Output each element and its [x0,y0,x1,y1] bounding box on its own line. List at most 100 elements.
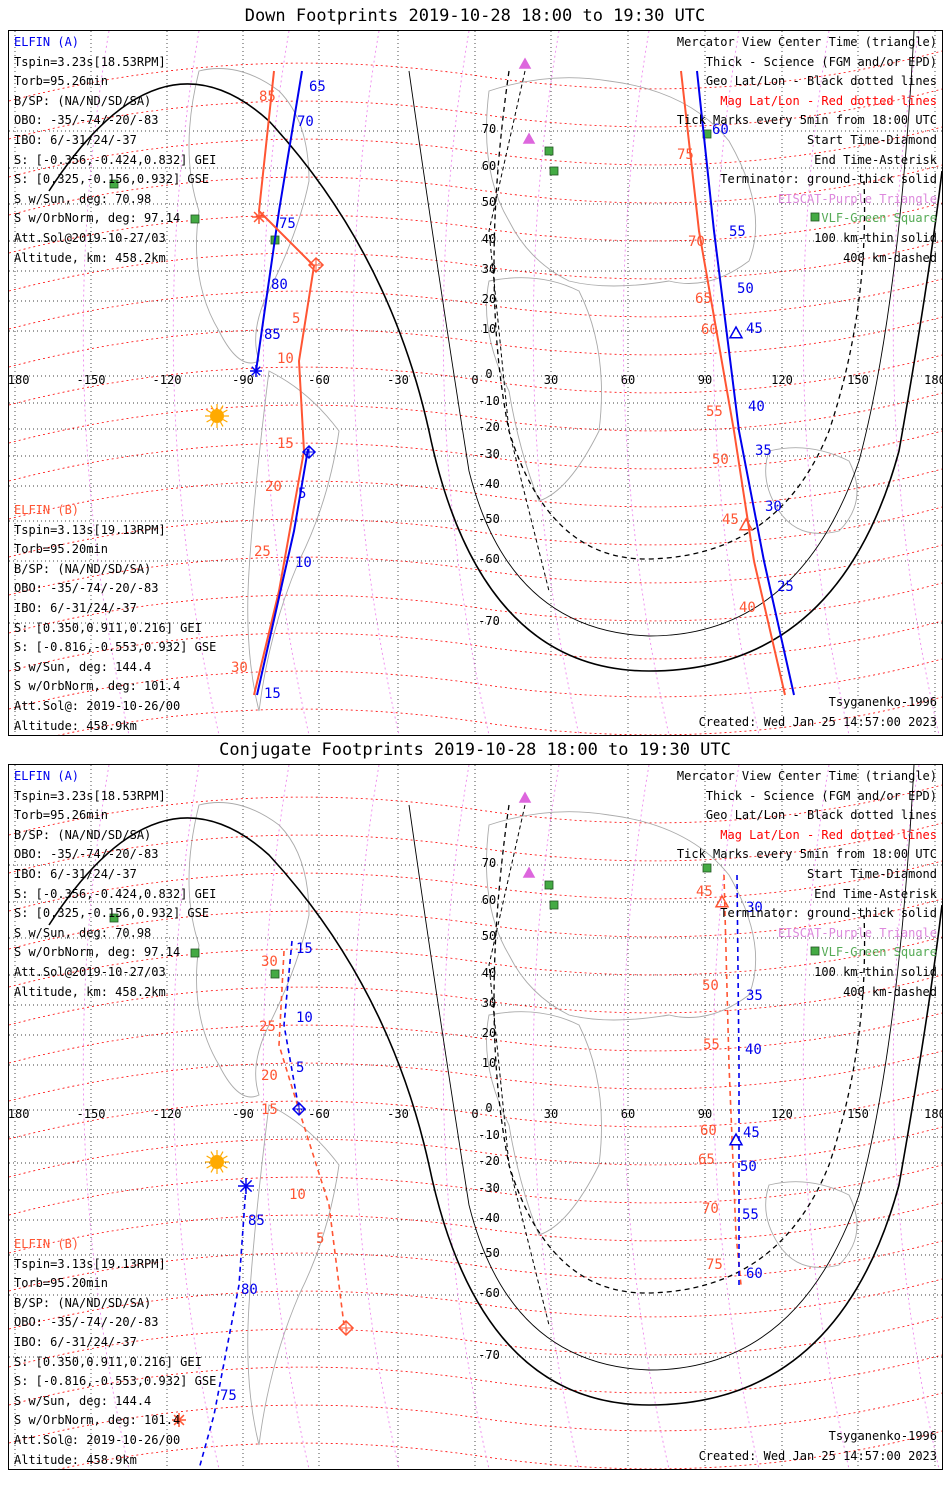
lon-tick-label: -60 [308,1107,330,1121]
elfin-b-info-line: S: [0.350,0.911,0.216] GEI [14,620,202,635]
elfin-b-info-line: IBO: 6/-31/24/-37 [14,600,137,615]
lat-tick-label: -60 [478,552,500,566]
elfin-b-tick-label: 25 [259,1019,276,1035]
elfin-a-info: ELFIN (A) Tspin=3.23s[18.53RPM] Torb=95.26… [14,767,216,1002]
lat-tick-label: -30 [478,447,500,461]
lat-tick-label: -70 [478,614,500,628]
elfin-a-tick-label: 75 [279,216,296,232]
elfin-a-tick-label: 35 [746,988,763,1004]
elfin-b-tick-label: 10 [277,351,294,367]
elfin-b-tick-label: 15 [277,436,294,452]
lat-tick-label: 40 [482,966,496,980]
map-panel-down: -180-150-120-90-60-300306090120150180706… [8,30,943,736]
elfin-a-info-line: S: [-0.356,-0.424,0.832] GEI [14,886,217,901]
elfin-a-tick-label: 80 [271,277,288,293]
lat-tick-label: -40 [478,477,500,491]
lon-tick-label: -150 [77,373,106,387]
lat-tick-label: 30 [482,262,496,276]
elfin-b-tick-label: 50 [712,452,729,468]
center-triangle-icon [728,1132,744,1146]
elfin-a-tick-label: 80 [241,1282,258,1298]
lat-tick-label: -20 [478,420,500,434]
vlf-square-icon [190,948,200,958]
legend: Mercator View Center Time (triangle) Thic… [677,767,937,1002]
elfin-b-info-line: S w/Sun, deg: 144.4 [14,1393,152,1408]
lon-tick-label: 30 [544,373,558,387]
geo-grid [9,765,942,1469]
legend-item: Mercator View Center Time (triangle) [676,769,937,783]
elfin-b-tick-label: 40 [739,600,756,616]
end-asterisk-icon [238,1178,254,1194]
elfin-b-tick-label: 75 [677,147,694,163]
lat-tick-label: -10 [478,394,500,408]
elfin-a-info-line: Att.Sol@2019-10-27/03 [14,230,166,245]
elfin-a-info-line: Torb=95.26min [14,808,108,823]
legend-item: Thick - Science (FGM and/or EPD) [705,788,937,803]
elfin-b-info-line: OBO: -35/-74/-20/-83 [14,581,159,596]
elfin-a-info-line: Altitude, km: 458.2km [14,250,166,265]
elfin-b-info-line: Att.Sol@: 2019-10-26/00 [14,698,181,713]
elfin-a-tick-label: 65 [309,79,326,95]
elfin-a-info-line: IBO: 6/-31/24/-37 [14,132,137,147]
vlf-square-icon [109,179,119,189]
elfin-a-info-line: OBO: -35/-74/-20/-83 [14,847,159,862]
elfin-a-track-south [198,1185,247,1469]
elfin-b-tick-label: 30 [231,660,248,676]
model-name: Tsyganenko-1996 [828,695,937,709]
elfin-b-info-line: S: [-0.816,-0.553,0.932] GSE [14,640,217,655]
elfin-b-tick-label: 10 [289,1187,306,1203]
elfin-a-tick-label: 50 [740,1159,757,1175]
mag-grid [9,765,942,1469]
vlf-square-icon [810,212,820,222]
vlf-square-icon [544,880,554,890]
elfin-b-info-line: S w/OrbNorm, deg: 101.4 [14,1413,181,1428]
elfin-a-tick-label: 85 [248,1213,265,1229]
model-name: Tsyganenko-1996 [828,1429,937,1443]
elfin-b-info-line: S: [0.350,0.911,0.216] GEI [14,1354,202,1369]
elfin-a-tick-label: 40 [745,1042,762,1058]
lon-tick-label: -90 [232,1107,254,1121]
panel-title-conjugate: Conjugate Footprints 2019-10-28 18:00 to… [219,740,731,760]
lon-tick-label: -150 [77,1107,106,1121]
elfin-a-tick-label: 55 [742,1207,759,1223]
elfin-b-tick-label: 65 [695,291,712,307]
elfin-b-tick-label: 45 [722,512,739,528]
axis-labels: -180-150-120-90-60-300306090120150180706… [9,122,942,628]
footer-info: Tsyganenko-1996 Created: Wed Jan 25 14:57… [699,693,937,732]
start-diamond-icon [291,1101,307,1117]
legend: Mercator View Center Time (triangle) Thic… [677,33,937,268]
elfin-a-tick-label: 10 [295,555,312,571]
vlf-square-icon [109,913,119,923]
lon-tick-label: -30 [387,373,409,387]
elfin-a-tick-label: 45 [743,1125,760,1141]
elfin-a-info-line: S w/Sun, deg: 70.98 [14,925,152,940]
elfin-a-tick-label: 10 [296,1010,313,1026]
legend-item: Terminator: ground-thick solid [720,172,937,187]
center-triangle-icon [714,894,730,908]
elfin-b-info-line: IBO: 6/-31/24/-37 [14,1334,137,1349]
legend-item: Start Time-Diamond [806,866,937,881]
legend-item: Tick Marks every 5min from 18:00 UTC [676,113,937,128]
elfin-a-info-line: S: [0.325,-0.156,0.932] GSE [14,172,210,187]
elfin-a-tick-label: 35 [755,443,772,459]
elfin-a-tick-label: 45 [746,321,763,337]
elfin-b-tick-label: 5 [292,311,300,327]
elfin-b-header: ELFIN (B) [14,1237,80,1251]
elfin-a-info-line: B/SP: (NA/ND/SD/SA) [14,93,152,108]
lon-tick-label: 0 [471,373,478,387]
elfin-a-info-line: S w/OrbNorm, deg: 97.14 [14,945,181,960]
sun-icon [205,404,229,428]
elfin-b-info: ELFIN (B) Tspin=3.13s[19.13RPM] Torb=95.20… [14,1235,216,1469]
elfin-a-track-east [736,874,740,1285]
created-timestamp: Created: Wed Jan 25 14:57:00 2023 [698,714,937,729]
elfin-a-info: ELFIN (A) Tspin=3.23s[18.53RPM] Torb=95.26… [14,33,216,268]
lat-tick-label: -40 [478,1211,500,1225]
lon-tick-label: 30 [544,1107,558,1121]
elfin-a-info-line: S: [-0.356,-0.424,0.832] GEI [14,152,217,167]
legend-item: Tick Marks every 5min from 18:00 UTC [676,847,937,862]
map-svg: -180-150-120-90-60-300306090120150180706… [9,31,942,735]
eiscat-triangle-icon [518,791,532,803]
elfin-b-tick-label: 60 [700,1123,717,1139]
elfin-b-header: ELFIN (B) [14,503,80,517]
legend-item: VLF-Green Square [821,945,937,960]
